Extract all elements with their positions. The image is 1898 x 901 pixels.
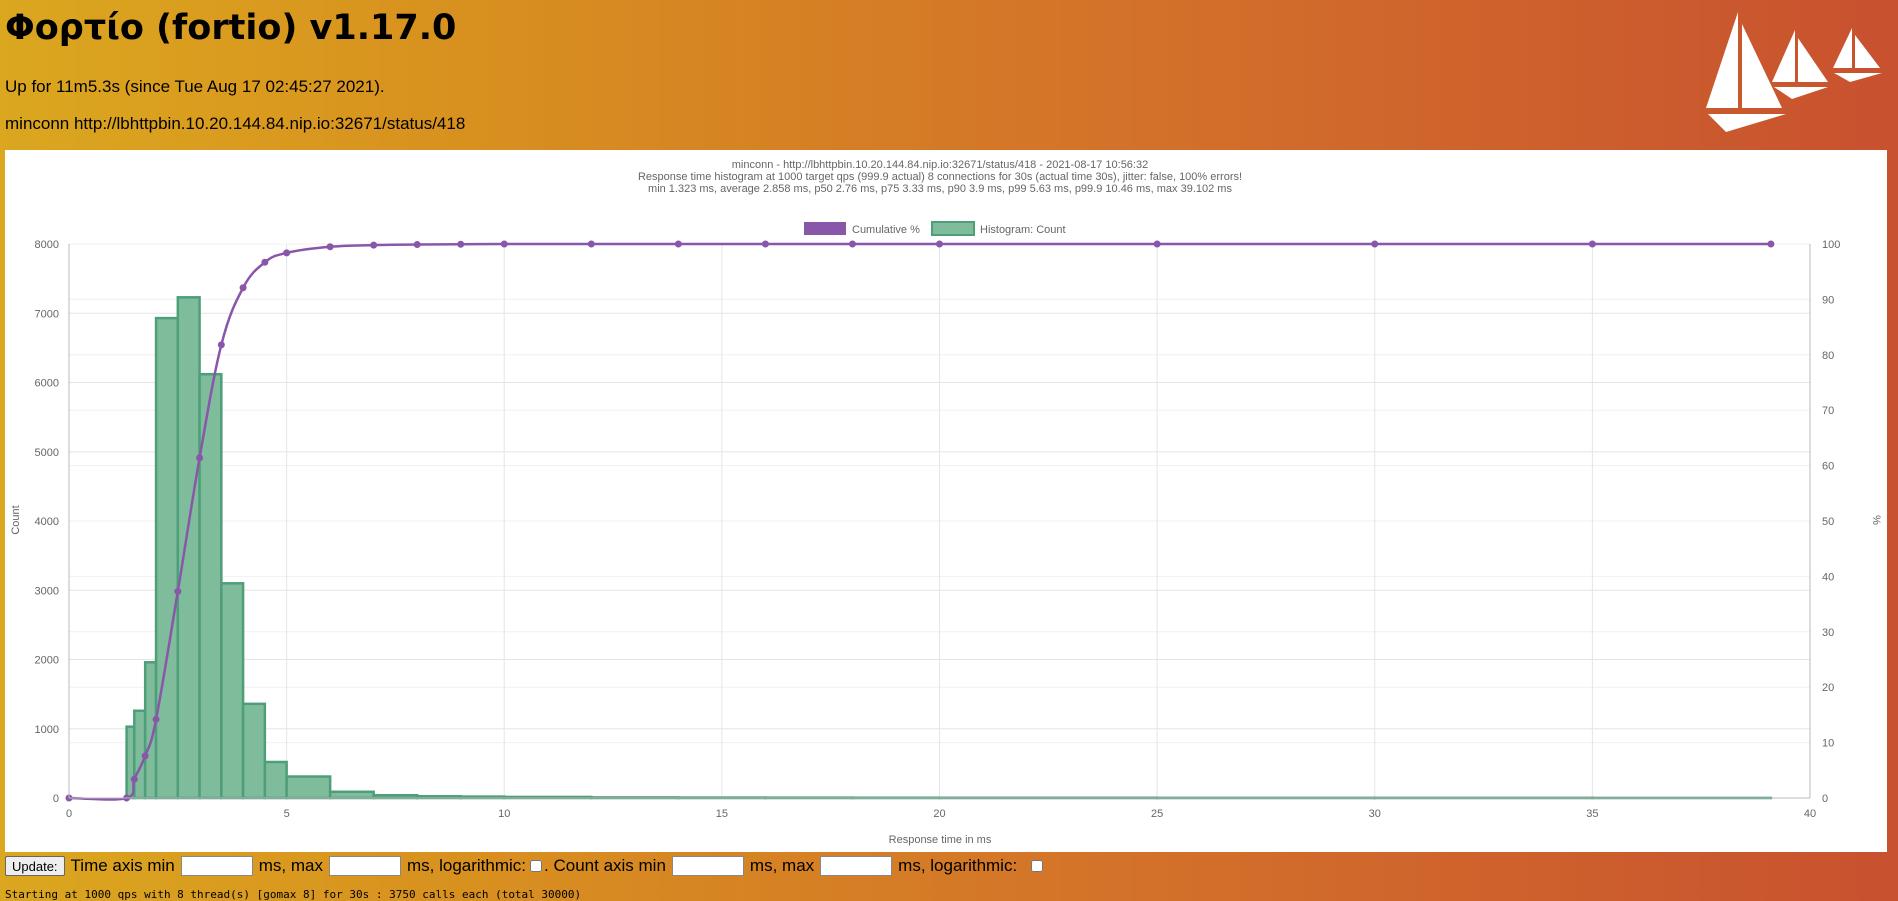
y2-tick-label: 100 xyxy=(1822,239,1840,251)
y2-tick-label: 90 xyxy=(1822,294,1834,306)
x-tick-label: 40 xyxy=(1804,808,1816,820)
count-axis-log-checkbox[interactable] xyxy=(1031,860,1044,872)
chart-grid xyxy=(68,243,1811,799)
chart-panel: minconn - http://lbhttpbin.10.20.144.84.… xyxy=(5,150,1887,852)
cumulative-point xyxy=(217,341,225,349)
y-tick-label: 8000 xyxy=(35,239,59,251)
count-axis-min-input[interactable] xyxy=(671,856,744,876)
y-tick-label: 1000 xyxy=(35,724,59,736)
time-axis-min-input[interactable] xyxy=(180,856,253,876)
cumulative-point xyxy=(848,240,856,248)
cumulative-point xyxy=(326,243,334,251)
chart-axes: 0100020003000400050006000700080000102030… xyxy=(35,239,1841,820)
legend-swatch-histogram xyxy=(931,221,975,236)
chart-title-line: Response time histogram at 1000 target q… xyxy=(638,171,1242,183)
count-axis-max-input[interactable] xyxy=(820,856,893,876)
x-tick-label: 35 xyxy=(1586,808,1598,820)
cumulative-line xyxy=(65,240,1775,802)
y2-tick-label: 20 xyxy=(1822,682,1834,694)
fortio-sailboat-logo xyxy=(1706,12,1882,132)
y-tick-label: 7000 xyxy=(35,308,59,320)
time-axis-max-input[interactable] xyxy=(329,856,401,876)
histogram-bar xyxy=(176,296,201,800)
cumulative-point xyxy=(261,258,269,266)
cumulative-point xyxy=(674,240,682,248)
cumulative-point xyxy=(413,241,421,249)
x-tick-label: 5 xyxy=(284,808,290,820)
y-tick-label: 4000 xyxy=(35,516,59,528)
histogram-bar xyxy=(263,760,288,800)
cumulative-point xyxy=(239,284,247,292)
cumulative-point xyxy=(283,249,291,257)
y2-tick-label: 50 xyxy=(1822,516,1834,528)
histogram-bars xyxy=(125,296,1773,800)
chart-title-line: minconn - http://lbhttpbin.10.20.144.84.… xyxy=(732,159,1148,171)
count-axis-log-label: ms, logarithmic: xyxy=(898,856,1018,875)
cumulative-point xyxy=(141,752,149,760)
x-tick-label: 30 xyxy=(1369,808,1381,820)
y-tick-label: 2000 xyxy=(35,655,59,667)
cumulative-point xyxy=(152,715,160,723)
update-button[interactable]: Update: xyxy=(5,856,65,876)
cumulative-point xyxy=(370,241,378,249)
uptime-text: Up for 11m5.3s (since Tue Aug 17 02:45:2… xyxy=(5,77,385,96)
count-axis-max-label: ms, max xyxy=(749,856,815,875)
y-tick-label: 3000 xyxy=(35,585,59,597)
x-tick-label: 20 xyxy=(933,808,945,820)
histogram-bar xyxy=(241,702,267,800)
chart-title: minconn - http://lbhttpbin.10.20.144.84.… xyxy=(638,159,1242,195)
x-tick-label: 25 xyxy=(1151,808,1163,820)
cumulative-point xyxy=(1153,240,1161,248)
y2-tick-label: 60 xyxy=(1822,461,1834,473)
cumulative-point xyxy=(196,454,204,462)
response-time-chart: minconn - http://lbhttpbin.10.20.144.84.… xyxy=(10,159,1882,846)
y-axis-label: Count xyxy=(10,505,22,534)
y2-tick-label: 70 xyxy=(1822,405,1834,417)
y-tick-label: 0 xyxy=(53,793,59,805)
page-title: Φορτίο (fortio) v1.17.0 xyxy=(5,8,457,48)
x-tick-label: 15 xyxy=(716,808,728,820)
legend-swatch-cumulative xyxy=(804,222,846,235)
cumulative-point xyxy=(1371,240,1379,248)
y2-tick-label: 80 xyxy=(1822,350,1834,362)
chart-title-line: min 1.323 ms, average 2.858 ms, p50 2.76… xyxy=(648,183,1232,195)
time-axis-log-label: ms, logarithmic: xyxy=(407,856,527,875)
count-axis-min-label: . Count axis min xyxy=(544,856,666,875)
y-tick-label: 6000 xyxy=(35,378,59,390)
y2-tick-label: 0 xyxy=(1822,793,1828,805)
chart-legend: Cumulative % Histogram: Count xyxy=(804,221,1066,236)
cumulative-point xyxy=(457,240,465,248)
legend-label-histogram: Histogram: Count xyxy=(980,224,1066,236)
y2-tick-label: 30 xyxy=(1822,627,1834,639)
x-axis-label: Response time in ms xyxy=(889,834,992,846)
cumulative-point xyxy=(500,240,508,248)
run-log-line: Starting at 1000 qps with 8 thread(s) [g… xyxy=(5,888,582,901)
cumulative-point xyxy=(1767,240,1775,248)
legend-label-cumulative: Cumulative % xyxy=(852,224,920,236)
time-axis-min-label: Time axis min xyxy=(70,856,175,875)
histogram-bar xyxy=(220,582,245,800)
run-label: minconn http://lbhttpbin.10.20.144.84.ni… xyxy=(5,114,466,133)
cumulative-curve xyxy=(68,242,1771,801)
cumulative-point xyxy=(130,775,138,783)
y2-tick-label: 40 xyxy=(1822,571,1834,583)
time-axis-log-checkbox[interactable] xyxy=(530,860,543,872)
axis-controls: Update: Time axis min ms, max ms, logari… xyxy=(5,855,1045,877)
y2-tick-label: 10 xyxy=(1822,738,1834,750)
time-axis-max-label: ms, max xyxy=(258,856,323,875)
x-tick-label: 0 xyxy=(66,808,72,820)
histogram-bar xyxy=(154,316,180,800)
histogram-bar xyxy=(328,790,375,800)
cumulative-point xyxy=(761,240,769,248)
cumulative-point xyxy=(1588,240,1596,248)
histogram-bar xyxy=(285,775,332,800)
x-tick-label: 10 xyxy=(498,808,510,820)
y-tick-label: 5000 xyxy=(35,447,59,459)
cumulative-point xyxy=(174,587,182,595)
y2-axis-label: % xyxy=(1870,515,1882,525)
cumulative-point xyxy=(587,240,595,248)
cumulative-point xyxy=(936,240,943,248)
